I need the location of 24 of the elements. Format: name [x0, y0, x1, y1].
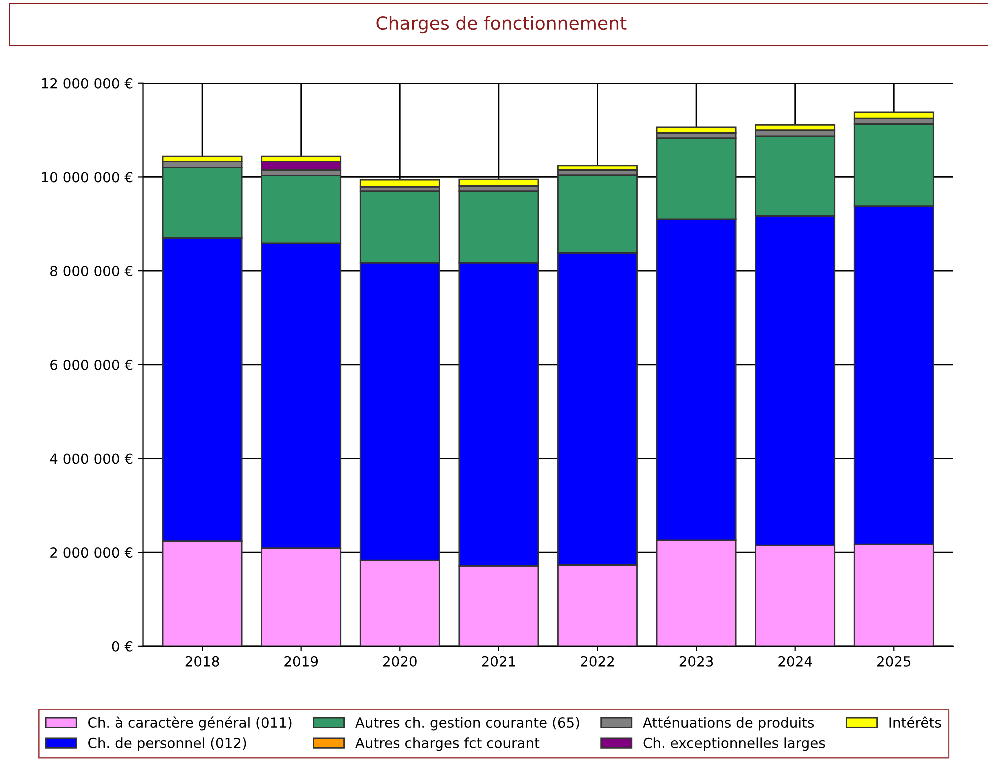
legend-label: Ch. de personnel (012): [88, 738, 246, 752]
x-tick-label: 2024: [778, 656, 812, 667]
legend-label: Intérêts: [890, 716, 942, 728]
chart-title: Charges de fonctionnement: [376, 16, 627, 34]
legend-label: Autres ch. gestion courante (65): [356, 717, 580, 731]
x-tick-label: 2018: [186, 656, 220, 667]
y-tick-label: 10 000 000 €: [42, 172, 133, 183]
x-tick-label: 2022: [581, 656, 614, 667]
bar: [360, 179, 440, 188]
y-tick-label: 12 000 000 €: [42, 78, 133, 89]
x-tick-label: 2021: [482, 656, 516, 667]
x-tick-label: 2023: [680, 656, 714, 667]
legend-label: Atténuations de produits: [643, 716, 814, 731]
y-tick-label: 8 000 000 €: [50, 266, 133, 277]
legend-label: Autres charges fct courant: [356, 738, 540, 752]
legend-label: Ch. à caractère général (011): [88, 716, 292, 731]
x-tick-label: 2019: [284, 656, 318, 667]
x-tick-label: 2020: [383, 656, 417, 667]
y-tick-label: 6 000 000 €: [50, 360, 133, 370]
y-tick-label: 0 €: [112, 641, 133, 652]
legend-label: Ch. exceptionnelles larges: [644, 738, 826, 752]
y-tick-label: 2 000 000 €: [50, 548, 133, 558]
x-tick-label: 2025: [877, 656, 911, 667]
y-tick-label: 4 000 000 €: [50, 454, 133, 464]
